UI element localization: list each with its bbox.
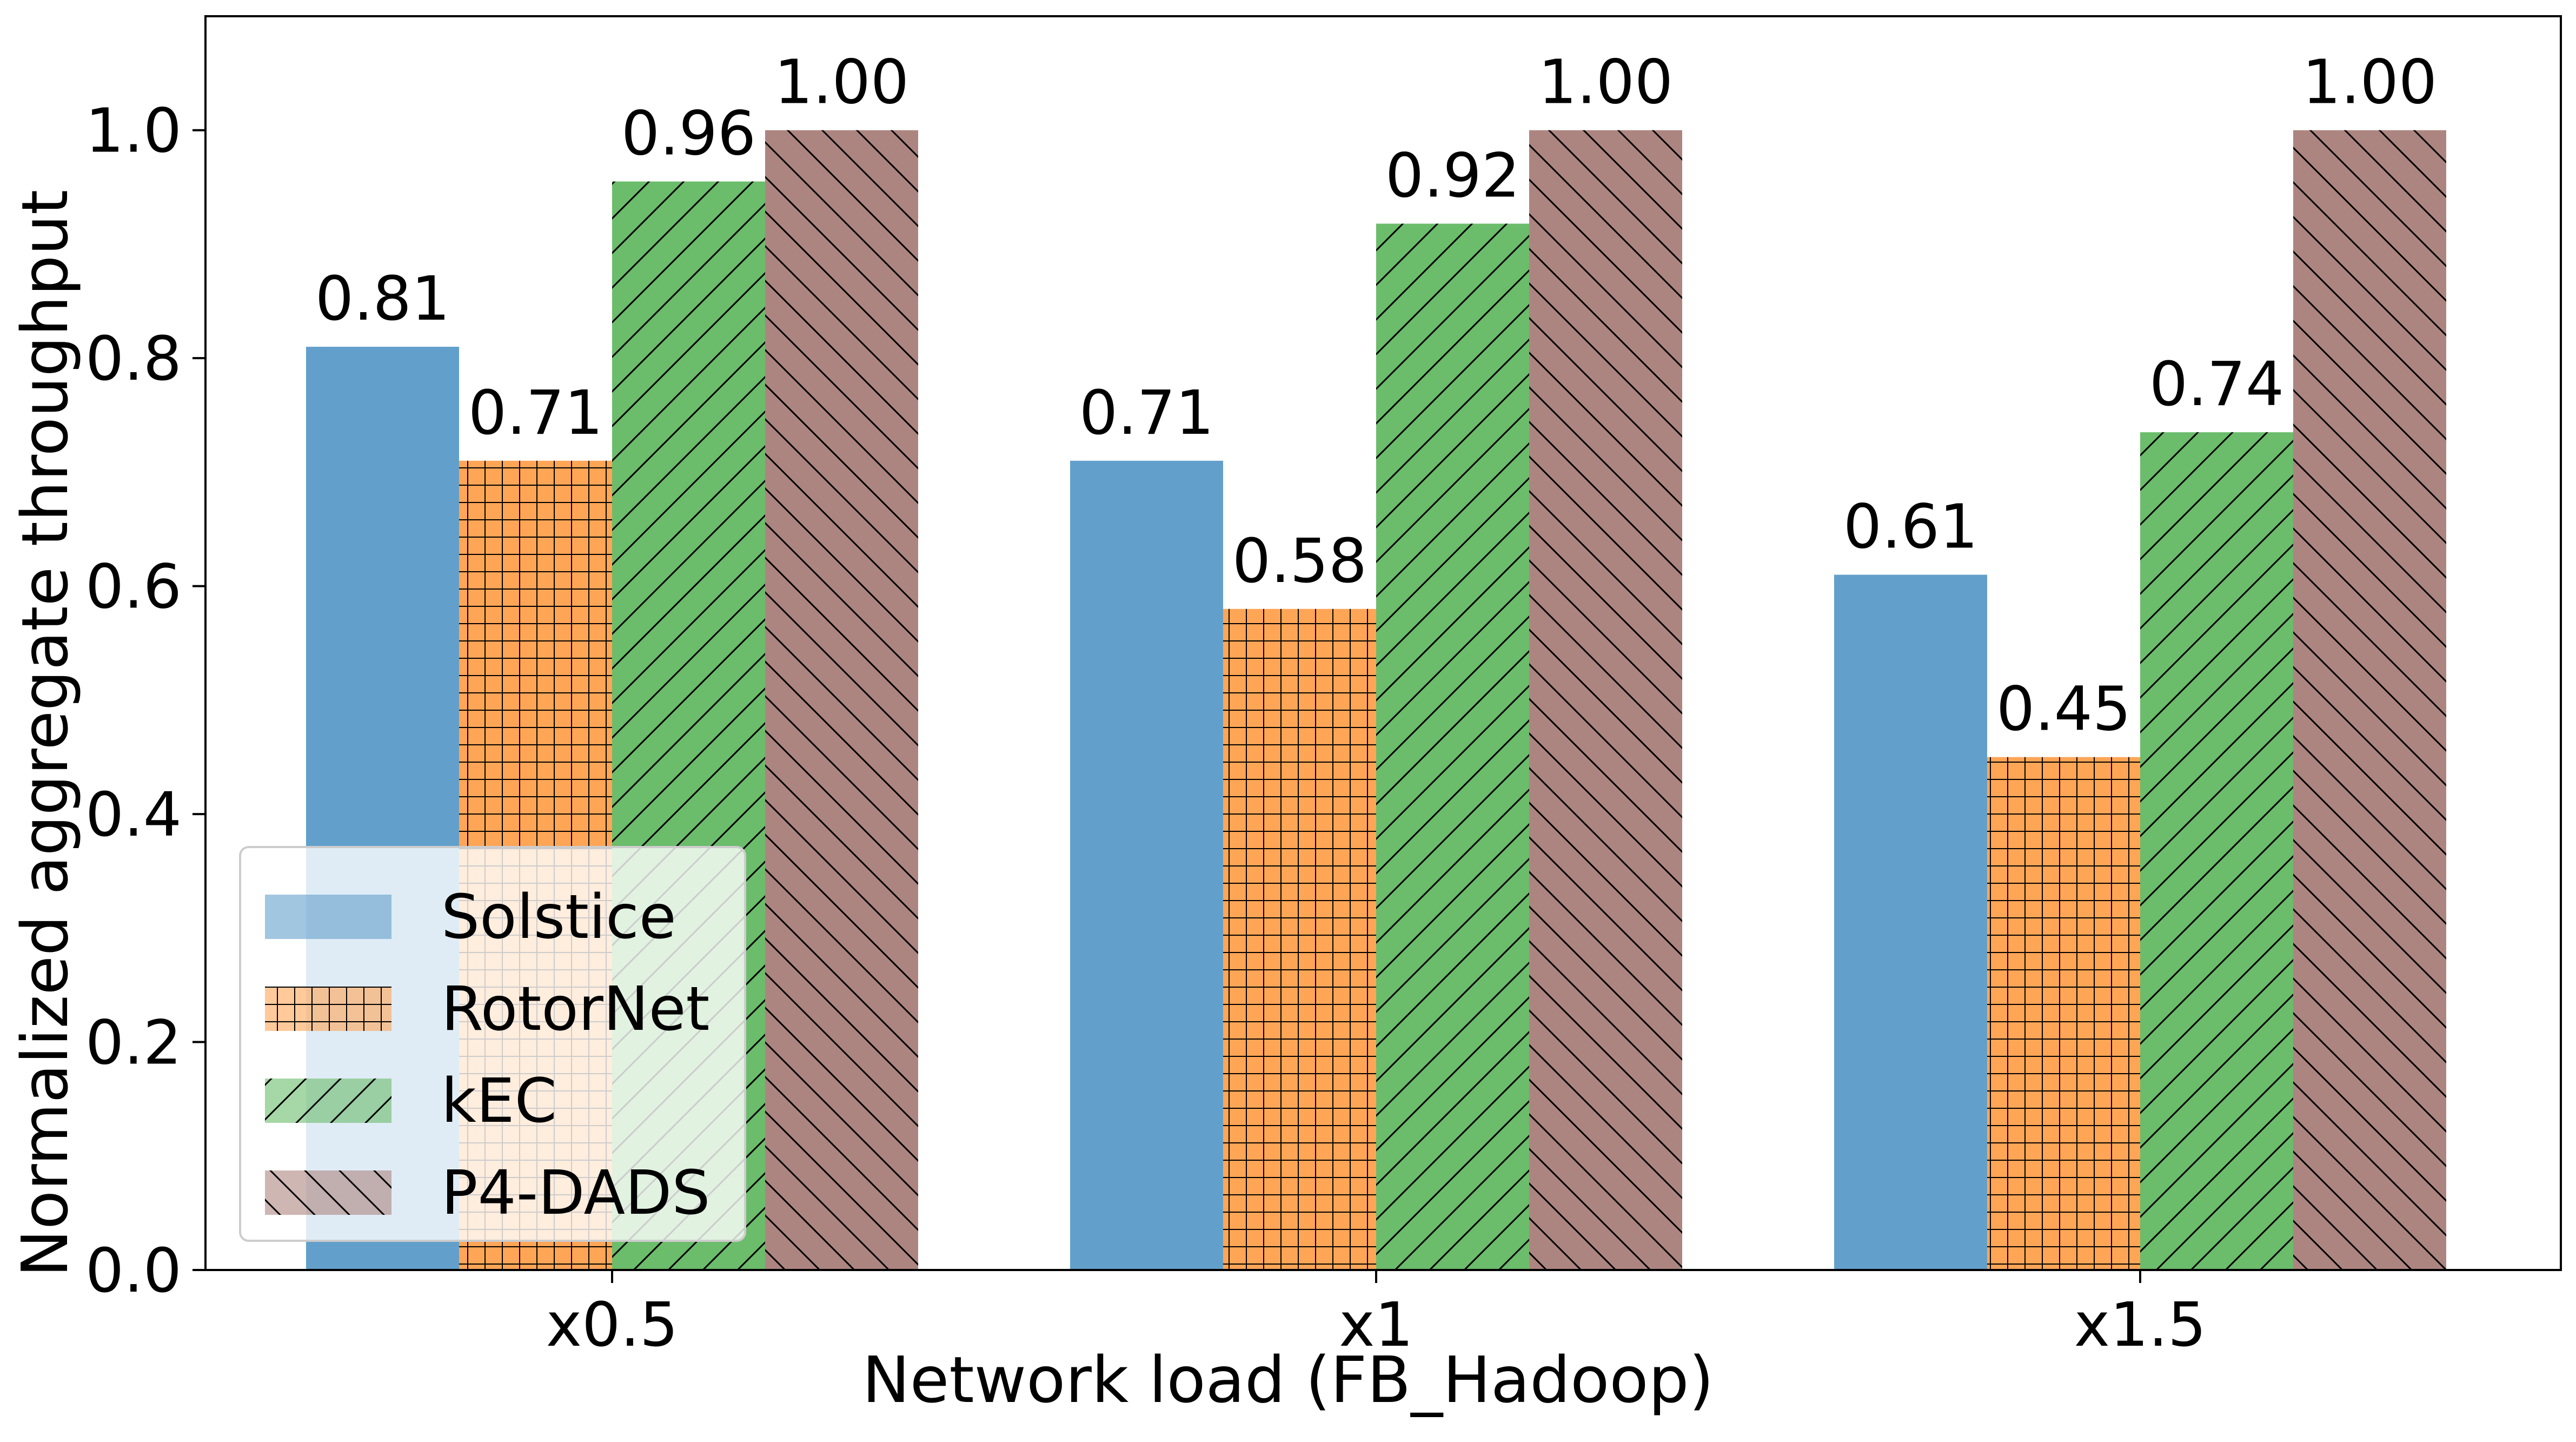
- y-tick-label: 0.8: [85, 324, 182, 394]
- data-label: 0.74: [2149, 349, 2284, 420]
- legend-box: [239, 846, 746, 1242]
- legend-swatch-solstice: [265, 895, 391, 939]
- bar-hatch-kec-x1.5: [2140, 432, 2293, 1270]
- y-tick-label: 1.0: [85, 96, 182, 167]
- y-axis-label: Normalized aggregate throughput: [8, 190, 82, 1278]
- bar-hatch-rotornet-x1.5: [1987, 757, 2140, 1270]
- bar-hatch-p4-dads-x1.5: [2293, 130, 2446, 1270]
- y-tick-label: 0.6: [85, 552, 182, 623]
- y-tick-label: 0.0: [85, 1236, 182, 1306]
- data-label: 0.81: [315, 264, 450, 334]
- legend-label: RotorNet: [441, 974, 709, 1044]
- legend-swatch-hatch: [265, 1079, 391, 1123]
- legend-swatch-hatch: [265, 1170, 391, 1215]
- data-label: 0.71: [1079, 378, 1214, 448]
- axes-frame: [204, 15, 2562, 1271]
- data-label: 0.96: [621, 99, 756, 169]
- bar-hatch-rotornet-x1: [1223, 608, 1376, 1270]
- bar-hatch-p4-dads-x1: [1529, 130, 1682, 1270]
- data-label: 0.61: [1843, 492, 1978, 563]
- y-tick-label: 0.4: [85, 780, 182, 850]
- data-label: 0.58: [1232, 526, 1367, 597]
- data-label: 0.92: [1385, 141, 1520, 211]
- data-label: 1.00: [2302, 48, 2437, 118]
- data-label: 0.71: [468, 378, 603, 448]
- bar-hatch-p4-dads-x0.5: [765, 130, 918, 1270]
- x-tick-label: x1.5: [2074, 1290, 2206, 1360]
- data-label: 1.00: [774, 48, 909, 118]
- y-tick-label: 0.2: [85, 1008, 182, 1079]
- legend-label: kEC: [441, 1066, 557, 1136]
- legend: Solstice RotorNet kEC P4-DADS: [239, 846, 746, 1242]
- x-tick-label: x0.5: [546, 1290, 678, 1360]
- data-label: 0.45: [1996, 674, 2131, 745]
- bar-solstice-x1.5: [1834, 574, 1987, 1270]
- legend-label: P4-DADS: [441, 1158, 710, 1228]
- legend-swatch-hatch: [265, 987, 391, 1031]
- legend-label: Solstice: [441, 882, 676, 952]
- bar-solstice-x1: [1070, 460, 1223, 1270]
- data-label: 1.00: [1538, 48, 1673, 118]
- x-tick-label: x1: [1339, 1290, 1413, 1360]
- bar-hatch-kec-x1: [1376, 223, 1529, 1270]
- x-axis-label: Network load (FB_Hadoop): [862, 1342, 1714, 1417]
